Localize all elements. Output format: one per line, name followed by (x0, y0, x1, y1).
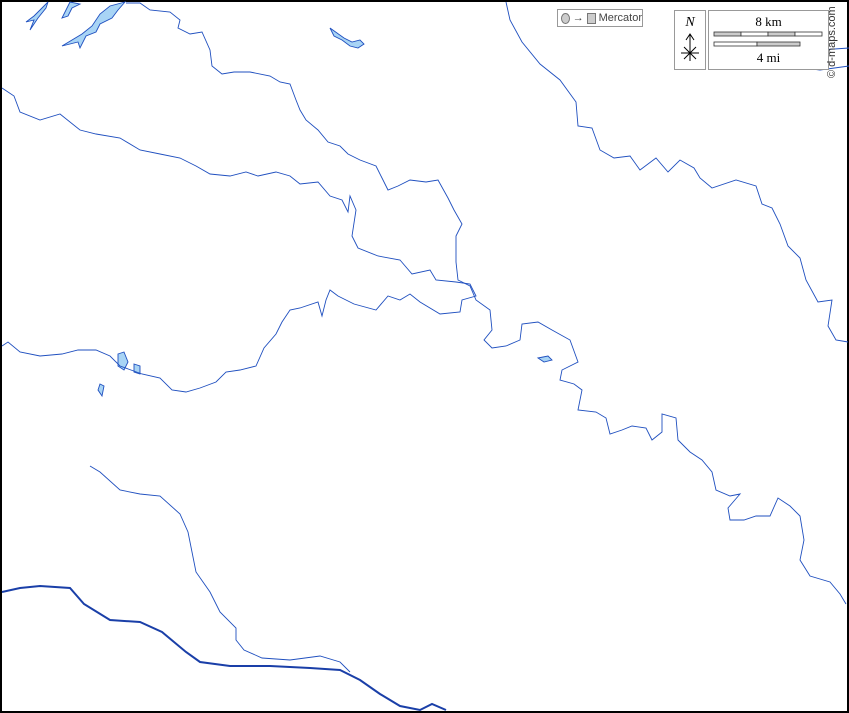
river (1, 87, 477, 393)
river (505, 1, 849, 343)
lake (536, 355, 553, 363)
projection-legend: → Mercator (557, 9, 643, 27)
scale-mi-label: 4 mi (756, 50, 781, 65)
lake (61, 1, 127, 50)
north-arrow: N (674, 10, 706, 70)
river (126, 2, 847, 605)
arrow-icon: → (572, 12, 584, 24)
lake (97, 383, 105, 398)
lake (61, 1, 82, 19)
scale-bars (713, 31, 823, 47)
north-label: N (685, 15, 695, 30)
projection-label: Mercator (598, 12, 642, 24)
credit-text: © d-maps.com (826, 6, 838, 78)
river (89, 465, 351, 673)
compass-icon (681, 33, 699, 61)
scale-km-label: 8 km (755, 14, 782, 29)
lake (25, 1, 49, 31)
lake (329, 27, 365, 49)
globe-icon (561, 12, 570, 24)
map-icon (586, 12, 596, 24)
scale-bar: 8 km 4 mi (708, 10, 829, 70)
major-river (1, 584, 447, 712)
